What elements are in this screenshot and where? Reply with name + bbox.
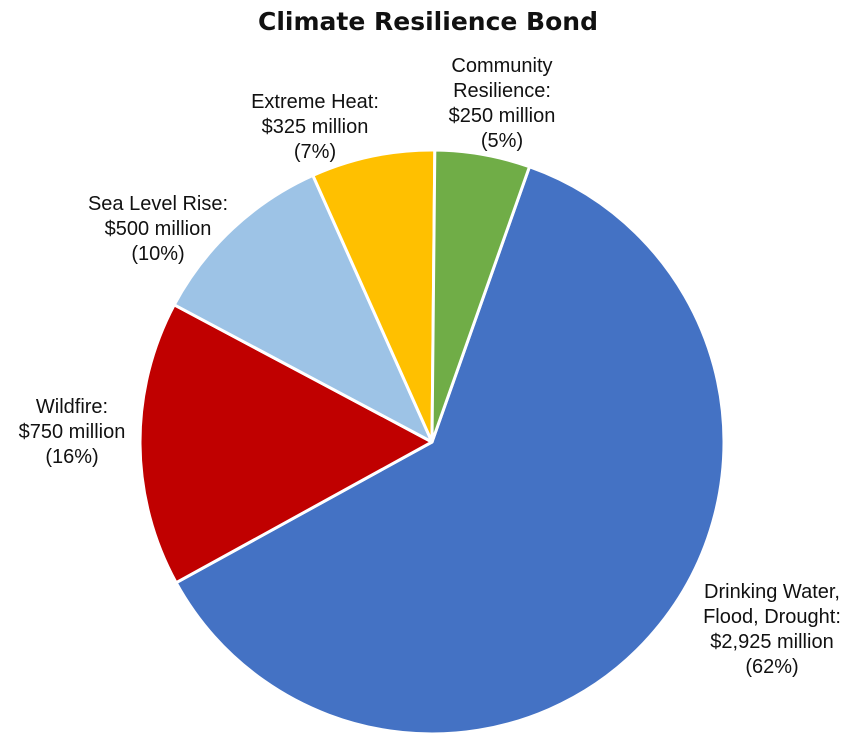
slice-label-line: $500 million — [105, 218, 212, 240]
slice-label-2: Sea Level Rise: $500 million (10%) — [88, 193, 228, 265]
slice-label-line: Wildfire: — [36, 396, 108, 418]
pie-slice-1 — [138, 303, 434, 585]
pie-slices — [138, 148, 726, 735]
slice-label-1: Wildfire: $750 million (16%) — [19, 396, 126, 468]
slice-label-line: Extreme Heat: — [251, 91, 379, 113]
slice-label-line: $250 million — [449, 105, 556, 127]
chart-title: Climate Resilience Bond — [258, 7, 598, 36]
slice-label-0: Drinking Water, Flood, Drought: $2,925 mil… — [703, 581, 841, 678]
slice-label-line: (16%) — [45, 446, 98, 468]
slice-label-line: Sea Level Rise: — [88, 193, 228, 215]
slice-label-line: $750 million — [19, 421, 126, 443]
slice-label-3: Extreme Heat: $325 million (7%) — [251, 91, 379, 163]
slice-label-line: (5%) — [481, 130, 523, 152]
slice-label-line: (10%) — [131, 243, 184, 265]
pie-labels: Drinking Water, Flood, Drought: $2,925 mil… — [19, 55, 841, 678]
slice-label-line: $2,925 million — [710, 631, 833, 653]
pie-slice-3 — [311, 148, 437, 444]
slice-label-line: Resilience: — [453, 80, 551, 102]
slice-label-line: $325 million — [262, 116, 369, 138]
slice-label-line: (7%) — [294, 141, 336, 163]
pie-slice-4 — [430, 148, 531, 444]
slice-label-line: Drinking Water, — [704, 581, 840, 603]
slice-label-line: Flood, Drought: — [703, 606, 841, 628]
slice-label-4: Community Resilience: $250 million (5%) — [449, 55, 556, 152]
slice-label-line: (62%) — [745, 656, 798, 678]
pie-slice-2 — [172, 173, 434, 444]
pie-slice-0 — [174, 165, 726, 735]
slice-label-line: Community — [451, 55, 552, 77]
